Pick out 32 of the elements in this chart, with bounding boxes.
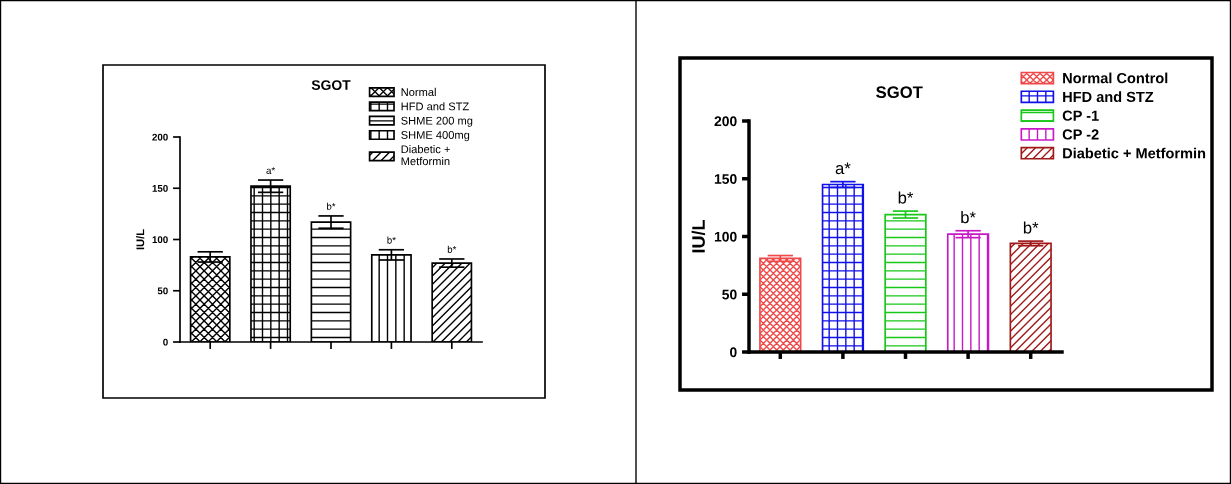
data-label: b* xyxy=(447,245,457,253)
data-label: a* xyxy=(835,162,851,175)
legend-label: Diabetic + Metformin xyxy=(401,145,450,166)
y-axis-title: IU/L xyxy=(691,220,706,253)
legend-label: CP -1 xyxy=(1062,110,1099,121)
chart-title: SGOT xyxy=(876,86,923,99)
legend-label: Diabetic + Metformin xyxy=(1063,147,1206,159)
y-tick-label: 150 xyxy=(152,184,168,192)
y-tick-label: 0 xyxy=(730,347,737,358)
legend-label: SHME 200 mg xyxy=(401,116,473,127)
data-label: b* xyxy=(961,211,976,224)
y-tick-label: 50 xyxy=(722,289,737,300)
legend-label: HFD and STZ xyxy=(1063,91,1154,103)
data-label: a* xyxy=(266,167,276,174)
y-tick-label: 200 xyxy=(152,133,168,141)
y-tick-label: 100 xyxy=(152,236,168,244)
legend-label: Normal Control xyxy=(1063,72,1168,84)
y-axis-title: IU/L xyxy=(136,229,145,250)
data-label: b* xyxy=(898,191,914,204)
legend-label: HFD and STZ xyxy=(401,102,469,111)
y-tick-label: 150 xyxy=(714,174,737,184)
y-tick-label: 100 xyxy=(714,231,737,242)
legend-label: SHME 400mg xyxy=(401,131,470,142)
y-tick-label: 50 xyxy=(157,287,168,295)
y-tick-label: 0 xyxy=(163,338,168,346)
legend-label: Normal xyxy=(401,87,436,97)
chart-title: SGOT xyxy=(311,80,351,90)
data-label: b* xyxy=(387,236,396,244)
legend-label: CP -2 xyxy=(1062,129,1099,140)
y-tick-label: 200 xyxy=(714,116,737,127)
data-label: b* xyxy=(1023,221,1039,234)
data-label: b* xyxy=(327,202,336,210)
